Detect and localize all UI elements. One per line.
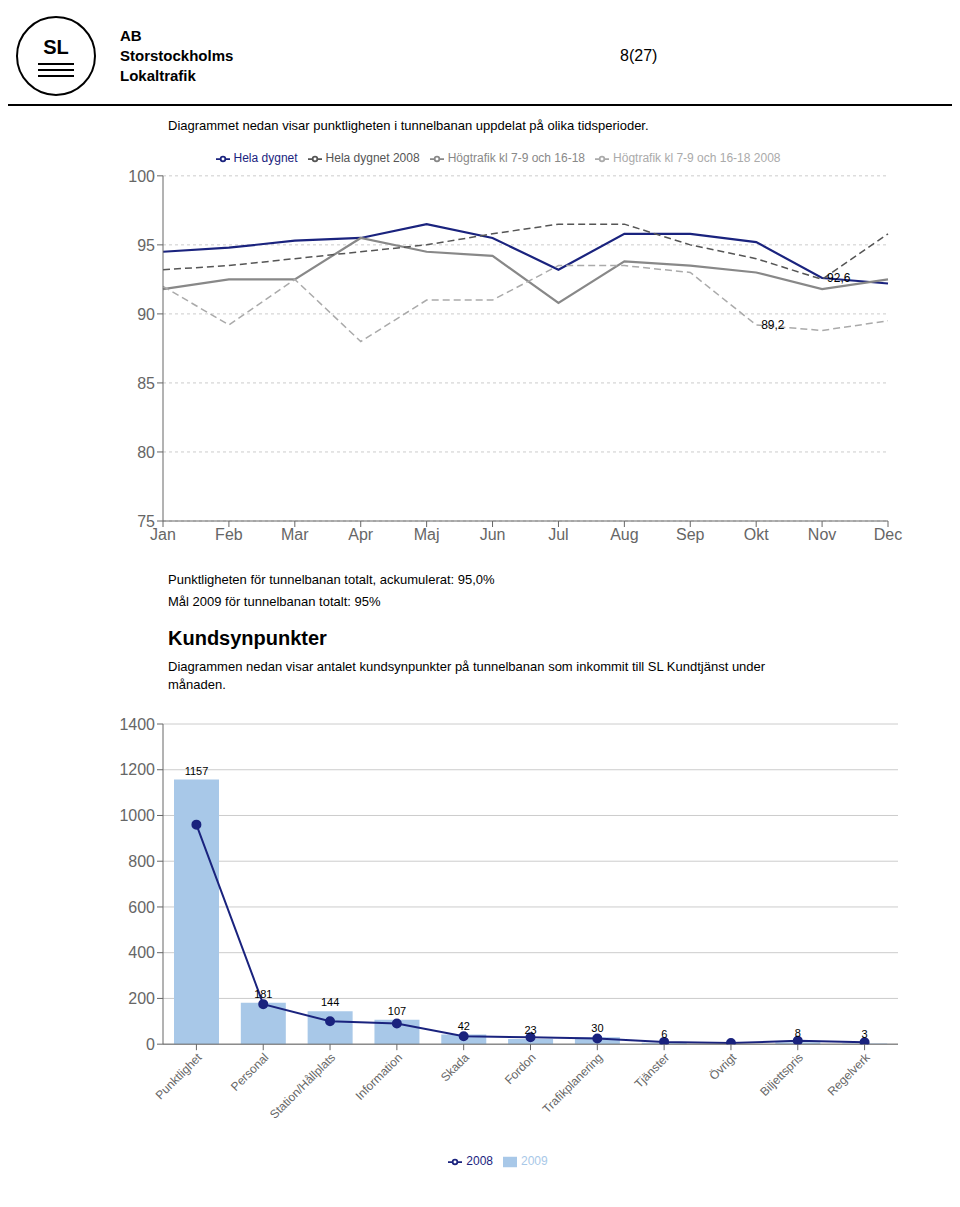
html-text:Högtrafik kl 7-9 och 16-18: Högtrafik kl 7-9 och 16-18 bbox=[447, 151, 585, 165]
svg-text:Station/Hållplats: Station/Hållplats bbox=[267, 1050, 338, 1121]
svg-text:1400: 1400 bbox=[119, 716, 155, 733]
svg-text:600: 600 bbox=[128, 899, 155, 916]
svg-text:Jul: Jul bbox=[548, 526, 568, 543]
svg-text:400: 400 bbox=[128, 944, 155, 961]
svg-text:6: 6 bbox=[661, 1028, 667, 1040]
svg-text:Regelverk: Regelverk bbox=[825, 1050, 874, 1099]
html-text:Mål 2009 för tunnelbanan total: Mål 2009 för tunnelbanan totalt: 95% bbox=[168, 594, 381, 609]
html-text:2009: 2009 bbox=[521, 1154, 548, 1169]
html-text:Storstockholms: Storstockholms bbox=[120, 47, 234, 64]
svg-text:95: 95 bbox=[137, 237, 155, 254]
svg-text:80: 80 bbox=[137, 444, 155, 461]
svg-text:144: 144 bbox=[321, 996, 339, 1008]
svg-text:800: 800 bbox=[128, 853, 155, 870]
svg-text:Okt: Okt bbox=[744, 526, 769, 543]
svg-text:Tjänster: Tjänster bbox=[632, 1050, 673, 1091]
svg-text:107: 107 bbox=[388, 1005, 406, 1017]
svg-text:Jun: Jun bbox=[480, 526, 506, 543]
svg-text:Biljettspris: Biljettspris bbox=[757, 1050, 806, 1099]
svg-text:92,6: 92,6 bbox=[827, 271, 851, 285]
html-text:Högtrafik kl 7-9 och 16-18 200: Högtrafik kl 7-9 och 16-18 2008 bbox=[613, 151, 781, 165]
svg-text:0: 0 bbox=[146, 1036, 155, 1053]
svg-text:181: 181 bbox=[254, 988, 272, 1000]
svg-text:Sep: Sep bbox=[676, 526, 705, 543]
html-text:Hela dygnet: Hela dygnet bbox=[233, 151, 298, 165]
svg-text:Övrigt: Övrigt bbox=[707, 1050, 740, 1083]
svg-text:Information: Information bbox=[353, 1050, 405, 1102]
svg-text:Fordon: Fordon bbox=[502, 1050, 539, 1087]
svg-text:Personal: Personal bbox=[228, 1050, 271, 1093]
svg-text:Dec: Dec bbox=[874, 526, 902, 543]
svg-text:100: 100 bbox=[128, 168, 155, 185]
html-text:Hela dygnet 2008: Hela dygnet 2008 bbox=[325, 151, 420, 165]
svg-text:Apr: Apr bbox=[348, 526, 374, 543]
svg-text:Punktlighet: Punktlighet bbox=[153, 1050, 205, 1102]
html-text:AB: AB bbox=[120, 27, 142, 44]
svg-text:30: 30 bbox=[591, 1022, 603, 1034]
html-text:8(27): 8(27) bbox=[620, 47, 658, 64]
svg-text:75: 75 bbox=[137, 513, 155, 530]
html-text:2008: 2008 bbox=[466, 1154, 493, 1169]
svg-text:89,2: 89,2 bbox=[761, 318, 785, 332]
svg-text:42: 42 bbox=[458, 1020, 470, 1032]
svg-text:1200: 1200 bbox=[119, 761, 155, 778]
svg-text:3: 3 bbox=[862, 1028, 868, 1040]
html-text:månaden.: månaden. bbox=[168, 677, 226, 692]
html-text:Diagrammen nedan visar antalet: Diagrammen nedan visar antalet kundsynpu… bbox=[168, 659, 766, 674]
svg-text:Jan: Jan bbox=[150, 526, 176, 544]
svg-text:85: 85 bbox=[137, 375, 155, 392]
svg-text:Nov: Nov bbox=[808, 526, 836, 543]
html-text:Diagrammet nedan visar punktli: Diagrammet nedan visar punktligheten i t… bbox=[168, 118, 649, 133]
svg-text:8: 8 bbox=[795, 1027, 801, 1039]
html-text:SL: SL bbox=[43, 35, 69, 58]
svg-text:1000: 1000 bbox=[119, 807, 155, 824]
svg-text:200: 200 bbox=[128, 990, 155, 1007]
svg-text:Feb: Feb bbox=[215, 526, 243, 543]
svg-text:Maj: Maj bbox=[414, 526, 440, 543]
html-text:Lokaltrafik: Lokaltrafik bbox=[120, 67, 196, 84]
svg-text:23: 23 bbox=[524, 1024, 536, 1036]
svg-text:Trafikplanering: Trafikplanering bbox=[540, 1050, 606, 1116]
svg-text:1157: 1157 bbox=[185, 765, 209, 777]
html-text:Punktligheten för tunnelbanan: Punktligheten för tunnelbanan totalt, ac… bbox=[168, 572, 495, 587]
svg-text:Aug: Aug bbox=[610, 526, 638, 543]
svg-text:Mar: Mar bbox=[281, 526, 309, 543]
svg-text:90: 90 bbox=[137, 306, 155, 323]
svg-text:Skada: Skada bbox=[438, 1050, 472, 1084]
html-text:Kundsynpunkter: Kundsynpunkter bbox=[168, 627, 327, 649]
